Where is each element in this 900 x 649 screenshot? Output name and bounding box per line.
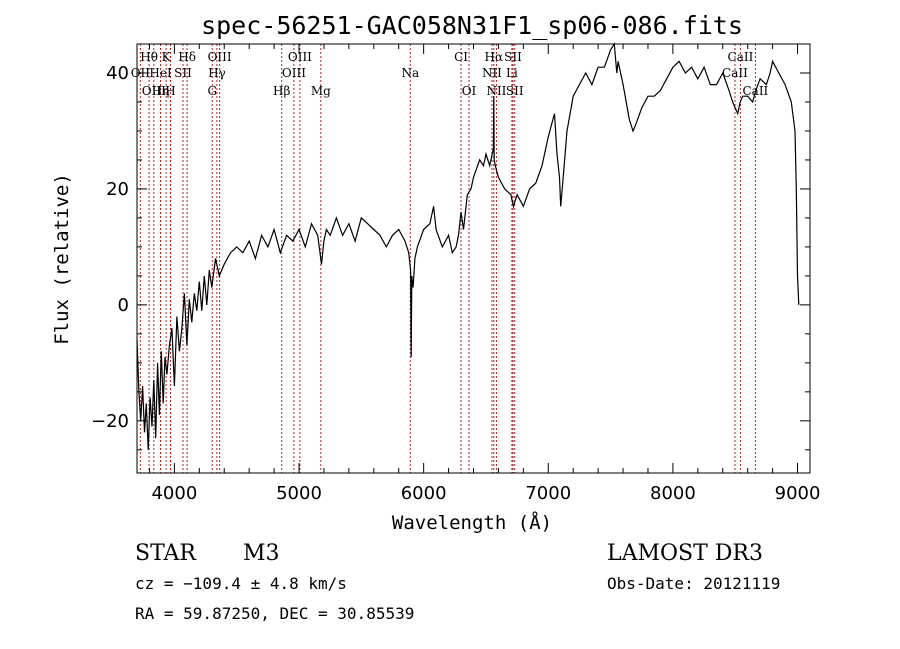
flux-series	[136, 42, 800, 450]
x-tick-label: 5000	[276, 483, 322, 504]
spectral-line-label: OIII	[208, 50, 232, 64]
spectral-line-label: Mg	[311, 84, 331, 98]
spectral-line-label: Hα	[485, 50, 504, 64]
x-axis-ticks: 4000 5000 6000 7000 8000 9000	[148, 44, 821, 504]
x-axis-title: Wavelength (Å)	[392, 511, 552, 534]
spectral-line-label: Hβ	[273, 84, 290, 98]
chart-title: spec-56251-GAC058N31F1_sp06-086.fits	[201, 11, 743, 40]
spectral-line-label: OIII	[288, 50, 312, 64]
object-subclass: M3	[243, 541, 280, 566]
spectral-line-label: OI	[462, 84, 477, 98]
spectral-line-label: NII	[482, 66, 502, 80]
spectral-line-label: SII	[504, 50, 522, 64]
spectral-line-label: Na	[401, 66, 419, 80]
observation-date: Obs-Date: 20121119	[607, 574, 780, 593]
spectral-line-label: CI	[454, 50, 468, 64]
spectral-line-label: SII	[174, 66, 192, 80]
spectral-line-label: H	[165, 84, 175, 98]
spectral-line-label: Hθ	[140, 50, 158, 64]
spectral-line-label: OIII	[282, 66, 306, 80]
spectral-line-label: SII	[506, 84, 524, 98]
object-class: STAR	[135, 541, 197, 566]
spectral-line-label: G	[207, 84, 217, 98]
y-tick-label: 40	[106, 63, 129, 84]
spectral-line-label: CaII	[722, 66, 748, 80]
y-axis-ticks: −20 0 20 40	[91, 43, 810, 451]
survey-name: LAMOST DR3	[607, 541, 763, 566]
y-axis-title: Flux (relative)	[51, 173, 73, 345]
spectral-line-label: CaII	[728, 50, 754, 64]
y-tick-label: −20	[91, 411, 129, 432]
x-tick-label: 8000	[650, 483, 696, 504]
flux-line	[136, 42, 800, 450]
coordinates: RA = 59.87250, DEC = 30.85539	[135, 604, 414, 623]
x-tick-label: 4000	[151, 483, 197, 504]
spectral-line-label: OIII	[142, 84, 166, 98]
redshift-velocity: cz = −109.4 ± 4.8 km/s	[135, 574, 347, 593]
spectral-line-label: NII	[486, 84, 506, 98]
plot-frame	[136, 43, 811, 474]
y-tick-label: 20	[106, 179, 129, 200]
spectral-line-label: Li	[506, 66, 518, 80]
x-tick-label: 9000	[775, 483, 821, 504]
spectral-line-markers	[139, 44, 756, 473]
x-tick-label: 6000	[401, 483, 447, 504]
y-tick-label: 0	[118, 295, 129, 316]
spectral-line-label: Hη	[152, 84, 170, 98]
spectral-line-label: Hδ	[178, 50, 196, 64]
x-tick-label: 7000	[525, 483, 571, 504]
spectral-line-label: K	[162, 50, 172, 64]
spectral-line-label: Hγ	[208, 66, 226, 80]
spectral-line-label: HeI	[149, 66, 172, 80]
